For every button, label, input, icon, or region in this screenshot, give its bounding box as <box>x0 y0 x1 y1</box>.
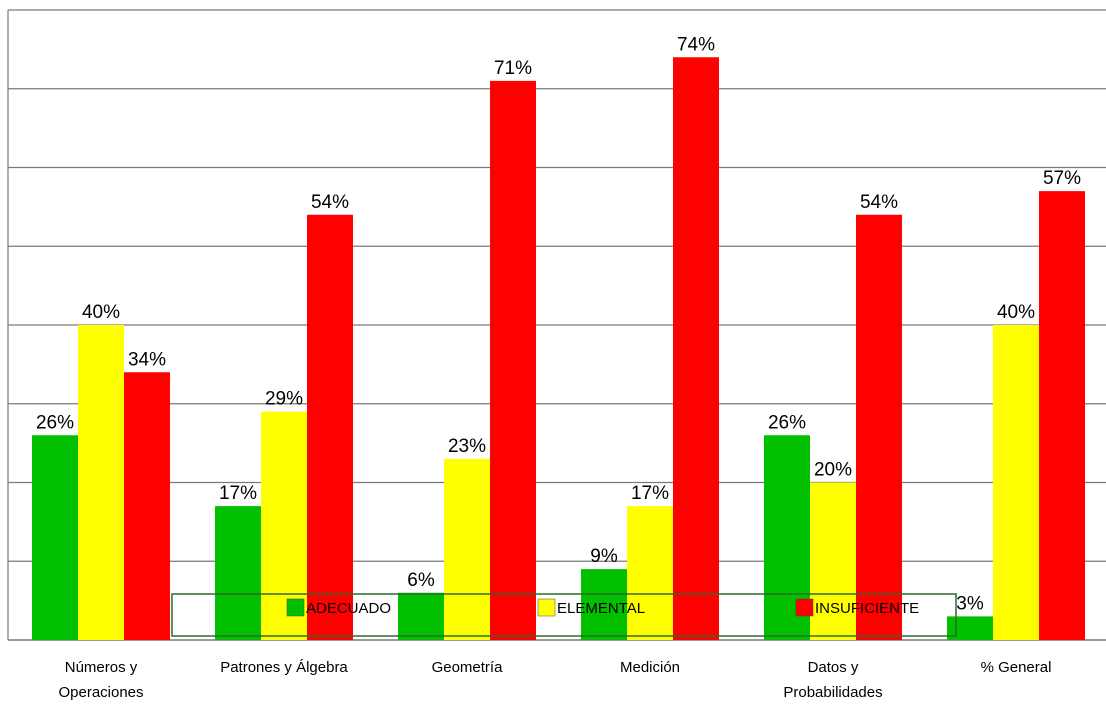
x-tick-label: Números y <box>65 659 138 676</box>
bar-elemental-4 <box>810 482 856 640</box>
x-tick-labels: Números y Operaciones Patrones y Álgebra Ge… <box>58 659 1051 701</box>
value-label: 17% <box>631 483 669 504</box>
bar-insuficiente-1 <box>307 214 353 640</box>
legend-box <box>171 593 957 637</box>
value-label: 34% <box>128 349 166 370</box>
bar-elemental-3 <box>627 506 673 640</box>
value-label: 3% <box>956 593 984 614</box>
legend-label-elemental: ELEMENTAL <box>557 600 645 617</box>
legend: ADECUADO ELEMENTAL INSUFICIENTE <box>171 593 957 637</box>
bar-adecuado-2 <box>398 592 444 640</box>
value-label: 40% <box>82 302 120 323</box>
legend-swatch-insuficiente <box>795 598 814 617</box>
bar-insuficiente-3 <box>673 57 719 640</box>
bar-adecuado-1 <box>215 506 261 640</box>
x-tick-label: Operaciones <box>58 684 143 701</box>
legend-swatch-adecuado <box>286 598 305 617</box>
value-label: 26% <box>36 412 74 433</box>
bar-elemental-2 <box>444 458 490 640</box>
value-label: 17% <box>219 483 257 504</box>
value-label: 26% <box>768 412 806 433</box>
x-tick-label: Probabilidades <box>783 684 882 701</box>
bar-insuficiente-5 <box>1039 191 1085 640</box>
x-tick-label: Patrones y Álgebra <box>220 659 348 676</box>
value-label: 40% <box>997 302 1035 323</box>
value-label: 29% <box>265 389 303 410</box>
legend-label-insuficiente: INSUFICIENTE <box>815 600 919 617</box>
value-label: 57% <box>1043 168 1081 189</box>
legend-label-adecuado: ADECUADO <box>306 600 391 617</box>
gridlines <box>8 9 1106 641</box>
bar-insuficiente-4 <box>856 214 902 640</box>
bars <box>32 57 1085 640</box>
value-label: 9% <box>590 546 618 567</box>
value-labels: 26% 40% 34% 17% 29% 54% 6% 23% 71% 9% 17% 74% 26% 20%… <box>36 34 1081 614</box>
bar-insuficiente-0 <box>124 372 170 640</box>
value-label: 74% <box>677 34 715 55</box>
bar-elemental-5 <box>993 325 1039 640</box>
x-tick-label: Medición <box>620 659 680 676</box>
x-tick-label: % General <box>981 659 1052 676</box>
value-label: 54% <box>311 192 349 213</box>
bar-elemental-0 <box>78 325 124 640</box>
x-tick-label: Datos y <box>808 659 859 676</box>
value-label: 6% <box>407 570 435 591</box>
value-label: 23% <box>448 436 486 457</box>
value-label: 71% <box>494 58 532 79</box>
x-tick-label: Geometría <box>432 659 504 676</box>
bar-adecuado-3 <box>581 569 627 640</box>
bar-insuficiente-2 <box>490 80 536 640</box>
value-label: 20% <box>814 460 852 481</box>
value-label: 54% <box>860 192 898 213</box>
legend-swatch-elemental <box>537 598 556 617</box>
bar-adecuado-0 <box>32 435 78 640</box>
bar-adecuado-5 <box>947 616 993 640</box>
